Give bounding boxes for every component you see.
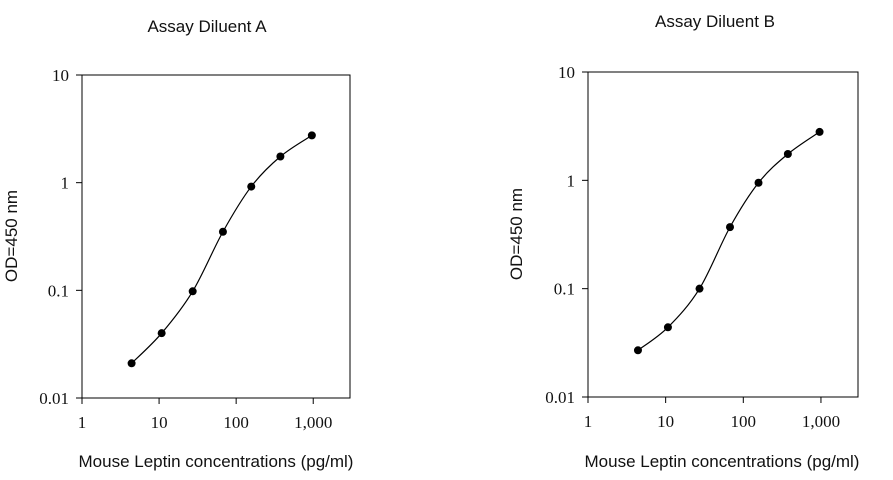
y-tick-label: 10 bbox=[558, 63, 575, 82]
y-tick-label: 0.01 bbox=[545, 388, 575, 407]
y-tick-label: 1 bbox=[567, 171, 576, 190]
series-marks bbox=[633, 127, 824, 355]
chart-title: Assay Diluent B bbox=[655, 12, 775, 31]
x-tick-label: 10 bbox=[657, 412, 674, 431]
plot-frame bbox=[81, 74, 351, 399]
y-tick-label: 0.1 bbox=[554, 280, 575, 299]
data-point bbox=[783, 150, 792, 159]
data-point bbox=[663, 323, 672, 332]
x-tick-label: 100 bbox=[731, 412, 757, 431]
y-axis: 0.01 0.1 1 10 bbox=[545, 63, 588, 407]
data-point bbox=[157, 329, 166, 338]
x-tick-label: 100 bbox=[223, 413, 249, 432]
y-tick-label: 0.01 bbox=[39, 389, 69, 408]
data-point bbox=[276, 152, 285, 161]
series-line bbox=[637, 131, 820, 351]
plot-frame bbox=[587, 71, 859, 398]
data-point bbox=[725, 223, 734, 232]
x-tick-label: 1 bbox=[78, 413, 87, 432]
data-point bbox=[218, 227, 227, 236]
chart-title: Assay Diluent A bbox=[147, 17, 267, 36]
series-marks bbox=[127, 131, 316, 368]
y-tick-label: 0.1 bbox=[48, 281, 69, 300]
y-axis-label: OD=450 nm bbox=[2, 190, 21, 282]
series-line bbox=[131, 134, 313, 364]
data-point bbox=[754, 178, 763, 187]
chart-panel-a: Assay Diluent A 1 10 100 1,000 0.01 0.1 1 10 O… bbox=[2, 17, 353, 471]
y-tick-label: 10 bbox=[52, 66, 69, 85]
y-axis: 0.01 0.1 1 10 bbox=[39, 66, 82, 408]
data-point bbox=[307, 131, 316, 140]
x-tick-label: 1 bbox=[584, 412, 593, 431]
data-point bbox=[127, 359, 136, 368]
y-tick-label: 1 bbox=[61, 174, 70, 193]
data-point bbox=[815, 127, 824, 136]
x-axis: 1 10 100 1,000 bbox=[78, 398, 332, 432]
chart-panel-b: Assay Diluent B 1 10 100 1,000 0.01 0.1 1 10 O… bbox=[507, 12, 859, 471]
data-point bbox=[247, 182, 256, 191]
x-tick-label: 1,000 bbox=[294, 413, 332, 432]
data-point bbox=[188, 287, 197, 296]
x-tick-label: 1,000 bbox=[802, 412, 840, 431]
x-axis: 1 10 100 1,000 bbox=[584, 397, 840, 431]
x-axis-label: Mouse Leptin concentrations (pg/ml) bbox=[585, 452, 860, 471]
x-tick-label: 10 bbox=[151, 413, 168, 432]
data-point bbox=[633, 346, 642, 355]
y-axis-label: OD=450 nm bbox=[507, 188, 526, 280]
data-point bbox=[695, 284, 704, 293]
x-axis-label: Mouse Leptin concentrations (pg/ml) bbox=[79, 452, 354, 471]
